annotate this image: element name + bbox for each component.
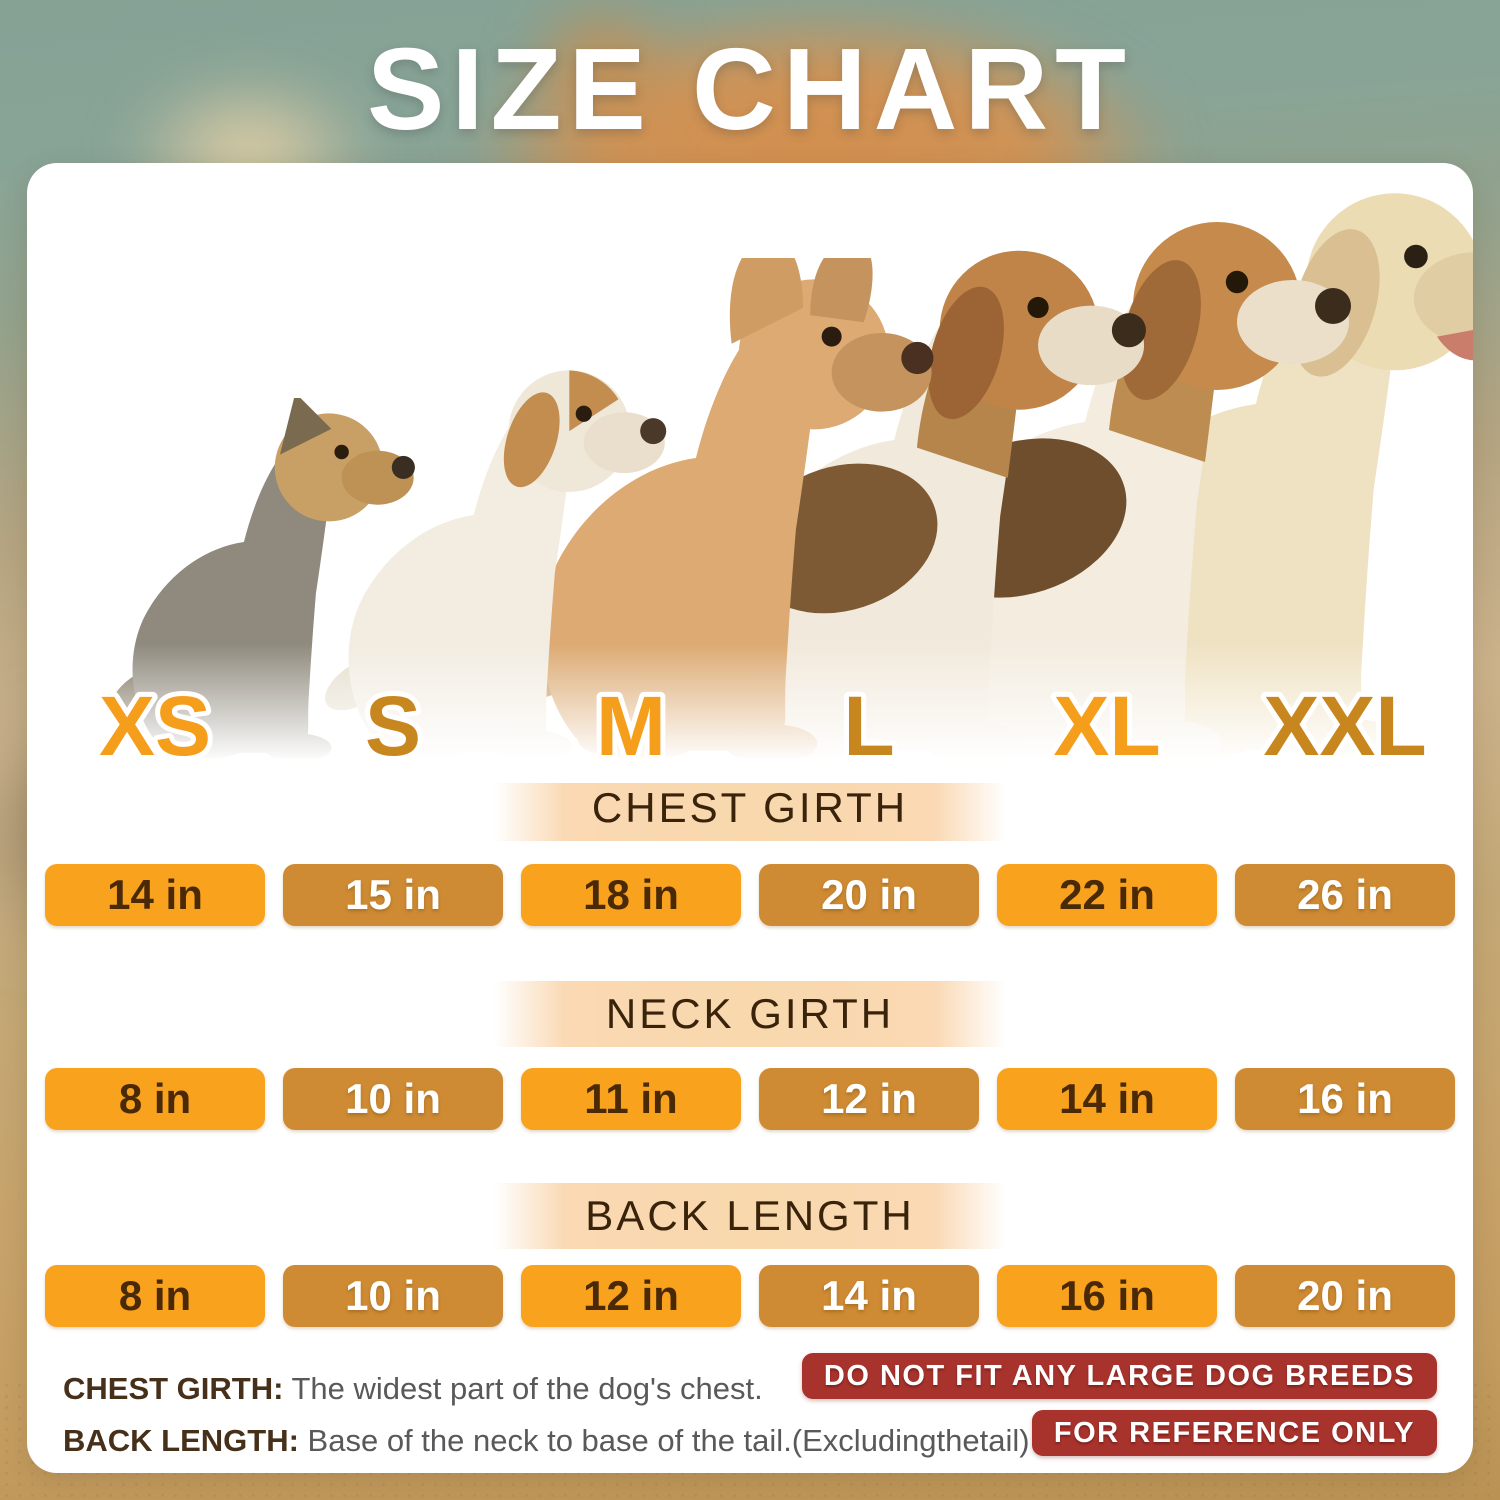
size-label-text: M bbox=[596, 679, 666, 773]
section-header-chest-girth: CHEST GIRTH bbox=[494, 775, 1006, 841]
back-length-cell-xxl: 20 in bbox=[1235, 1265, 1455, 1327]
chest-girth-cell-l: 20 in bbox=[759, 864, 979, 926]
size-label-text: XL bbox=[1053, 679, 1160, 773]
neck-girth-row: 8 in 10 in 11 in 12 in 14 in 16 in bbox=[45, 1068, 1455, 1130]
warning-badge-large-breeds: DO NOT FIT ANY LARGE DOG BREEDS bbox=[801, 1353, 1437, 1399]
neck-girth-cell-xxl: 16 in bbox=[1235, 1068, 1455, 1130]
size-label-row: XS S M L XL XXL bbox=[45, 674, 1455, 778]
note-back-length: BACK LENGTH: Base of the neck to base of… bbox=[63, 1423, 1030, 1459]
note-chest-girth: CHEST GIRTH: The widest part of the dog'… bbox=[63, 1371, 763, 1407]
back-length-cell-m: 12 in bbox=[521, 1265, 741, 1327]
size-label-s: S bbox=[283, 674, 503, 778]
back-length-cell-xl: 16 in bbox=[997, 1265, 1217, 1327]
dog-fade-overlay bbox=[27, 643, 1473, 783]
back-length-cell-s: 10 in bbox=[283, 1265, 503, 1327]
chest-girth-cell-m: 18 in bbox=[521, 864, 741, 926]
chest-girth-row: 14 in 15 in 18 in 20 in 22 in 26 in bbox=[45, 864, 1455, 926]
neck-girth-cell-s: 10 in bbox=[283, 1068, 503, 1130]
size-label-xs: XS bbox=[45, 674, 265, 778]
back-length-cell-l: 14 in bbox=[759, 1265, 979, 1327]
neck-girth-cell-l: 12 in bbox=[759, 1068, 979, 1130]
size-label-xl: XL bbox=[997, 674, 1217, 778]
size-label-text: S bbox=[365, 679, 421, 773]
size-label-xxl: XXL bbox=[1235, 674, 1455, 778]
size-label-l: L bbox=[759, 674, 979, 778]
size-label-text: L bbox=[843, 679, 894, 773]
note-back-length-text: Base of the neck to base of the tail.(Ex… bbox=[307, 1423, 1030, 1458]
note-chest-girth-text: The widest part of the dog's chest. bbox=[291, 1371, 763, 1406]
size-chart-card: XS S M L XL XXL CHEST GIRTH 14 in 15 in … bbox=[27, 163, 1473, 1473]
chest-girth-cell-s: 15 in bbox=[283, 864, 503, 926]
section-header-neck-girth: NECK GIRTH bbox=[494, 981, 1006, 1047]
chest-girth-cell-xs: 14 in bbox=[45, 864, 265, 926]
back-length-cell-xs: 8 in bbox=[45, 1265, 265, 1327]
size-label-text: XS bbox=[99, 679, 211, 773]
back-length-row: 8 in 10 in 12 in 14 in 16 in 20 in bbox=[45, 1265, 1455, 1327]
note-chest-girth-label: CHEST GIRTH: bbox=[63, 1371, 284, 1406]
chest-girth-cell-xl: 22 in bbox=[997, 864, 1217, 926]
page-title: SIZE CHART bbox=[367, 24, 1133, 154]
section-header-back-length: BACK LENGTH bbox=[494, 1183, 1006, 1249]
note-back-length-label: BACK LENGTH: bbox=[63, 1423, 299, 1458]
warning-badge-reference-only: FOR REFERENCE ONLY bbox=[1031, 1410, 1437, 1456]
size-label-text: XXL bbox=[1263, 679, 1426, 773]
blurred-dog-ear-background bbox=[520, 0, 680, 150]
neck-girth-cell-xs: 8 in bbox=[45, 1068, 265, 1130]
neck-girth-cell-m: 11 in bbox=[521, 1068, 741, 1130]
chest-girth-cell-xxl: 26 in bbox=[1235, 864, 1455, 926]
dog-lineup bbox=[27, 163, 1473, 783]
size-label-m: M bbox=[521, 674, 741, 778]
neck-girth-cell-xl: 14 in bbox=[997, 1068, 1217, 1130]
beagle-dog-icon bbox=[692, 228, 1157, 758]
